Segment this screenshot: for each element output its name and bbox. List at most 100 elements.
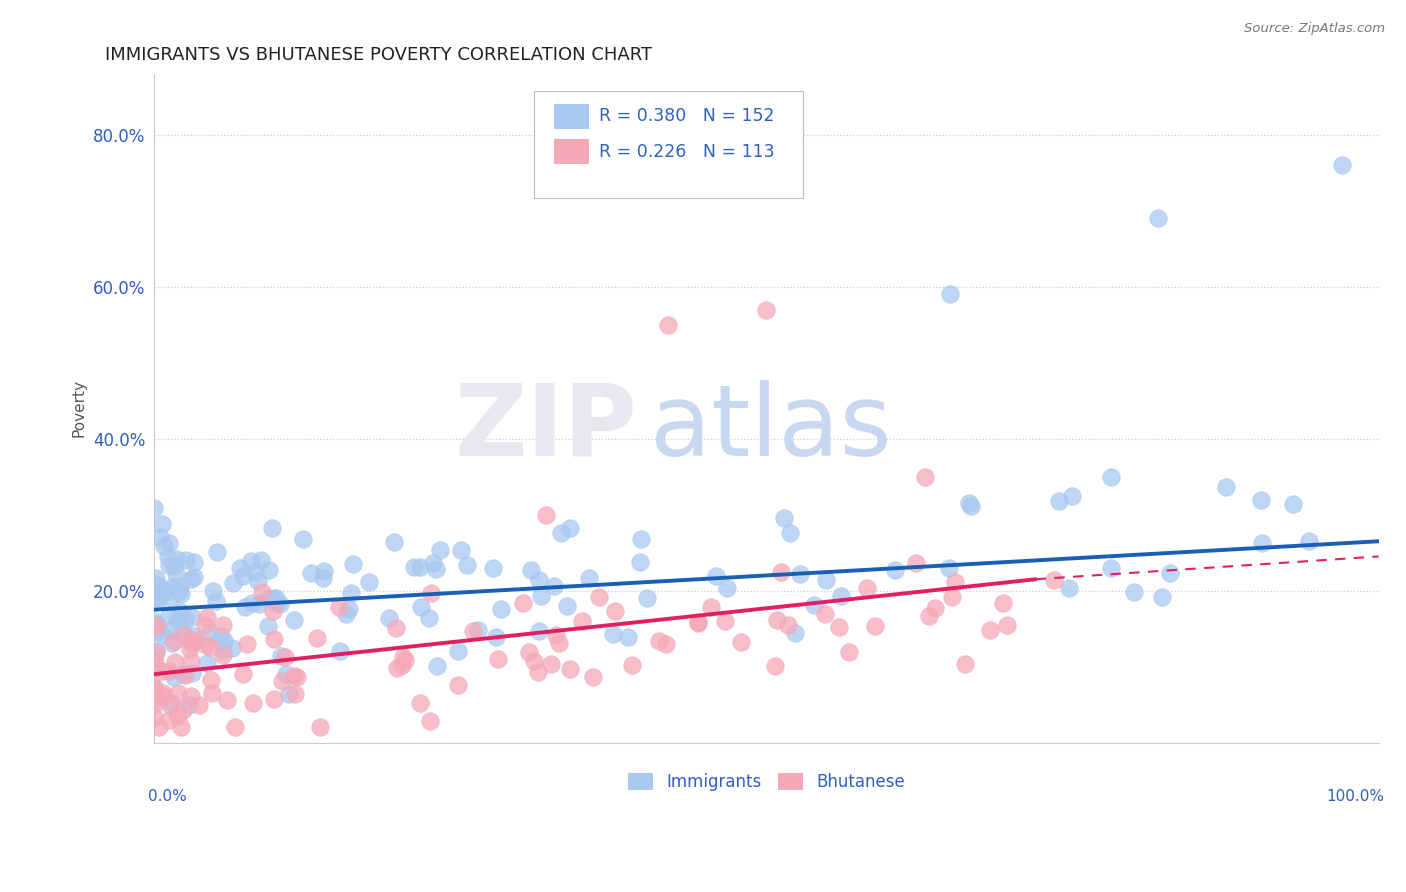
Point — [143, 660, 166, 674]
Point — [1152, 590, 1174, 604]
Point — [803, 599, 825, 613]
Point — [212, 618, 235, 632]
Point — [180, 654, 202, 668]
Point — [770, 565, 793, 579]
Point — [385, 621, 408, 635]
Point — [1159, 566, 1181, 580]
Point — [152, 686, 174, 700]
Point — [143, 584, 166, 599]
Point — [1215, 481, 1237, 495]
Y-axis label: Poverty: Poverty — [72, 379, 86, 437]
Point — [170, 720, 193, 734]
Point — [160, 623, 183, 637]
Point — [273, 650, 295, 665]
Point — [765, 659, 787, 673]
Point — [205, 594, 228, 608]
Point — [486, 652, 509, 666]
Point — [187, 698, 209, 713]
Point — [773, 511, 796, 525]
Point — [530, 589, 553, 603]
Point — [340, 585, 363, 599]
Point — [240, 554, 263, 568]
Point — [863, 619, 886, 633]
Point — [148, 720, 170, 734]
Point — [157, 665, 180, 679]
Point — [233, 599, 256, 614]
Point — [941, 591, 963, 605]
Point — [245, 566, 267, 580]
Point — [143, 655, 166, 669]
Point — [520, 563, 543, 577]
Point — [150, 517, 173, 532]
Point — [292, 532, 315, 546]
Point — [305, 631, 328, 645]
Point — [546, 628, 568, 642]
Point — [212, 648, 235, 662]
Point — [143, 501, 166, 516]
Point — [342, 558, 364, 572]
Point — [247, 598, 270, 612]
Point — [167, 709, 190, 723]
Point — [183, 570, 205, 584]
Point — [1099, 469, 1122, 483]
Point — [212, 643, 235, 657]
Point — [391, 658, 413, 673]
Point — [287, 671, 309, 685]
Point — [450, 542, 472, 557]
Point — [529, 624, 551, 639]
Point — [143, 577, 166, 591]
Point — [957, 495, 980, 509]
Point — [194, 617, 217, 632]
Bar — [554, 139, 589, 164]
Point — [924, 601, 946, 615]
Point — [828, 620, 851, 634]
Point — [856, 581, 879, 595]
Point — [523, 654, 546, 668]
Point — [236, 637, 259, 651]
Point — [184, 632, 207, 647]
Point — [166, 552, 188, 566]
Point — [170, 605, 193, 619]
Point — [145, 625, 167, 640]
Point — [143, 591, 166, 605]
Point — [201, 584, 224, 599]
Point — [1298, 534, 1320, 549]
Point — [143, 587, 166, 601]
Point — [630, 533, 652, 547]
Point — [959, 500, 981, 514]
Point — [242, 696, 264, 710]
Point — [153, 539, 176, 553]
Bar — [554, 103, 589, 129]
Point — [426, 659, 449, 673]
Point — [274, 667, 297, 681]
Point — [657, 318, 679, 332]
Point — [581, 671, 603, 685]
Text: Source: ZipAtlas.com: Source: ZipAtlas.com — [1244, 22, 1385, 36]
Point — [512, 596, 534, 610]
Point — [205, 544, 228, 558]
Point — [602, 627, 624, 641]
Point — [517, 645, 540, 659]
Point — [145, 644, 167, 658]
Point — [1043, 573, 1066, 587]
Point — [456, 558, 478, 573]
Point — [148, 591, 170, 605]
Point — [883, 563, 905, 577]
Point — [387, 661, 409, 675]
Point — [716, 581, 738, 595]
Point — [269, 598, 291, 612]
Point — [1251, 536, 1274, 550]
Point — [359, 574, 381, 589]
Point — [163, 558, 186, 573]
Point — [1099, 561, 1122, 575]
Point — [463, 624, 485, 639]
Point — [143, 684, 166, 698]
Point — [1047, 494, 1070, 508]
Point — [195, 610, 218, 624]
Point — [143, 660, 166, 674]
Point — [838, 644, 860, 658]
Point — [991, 596, 1014, 610]
Point — [180, 689, 202, 703]
Point — [232, 569, 254, 583]
Point — [157, 582, 180, 597]
